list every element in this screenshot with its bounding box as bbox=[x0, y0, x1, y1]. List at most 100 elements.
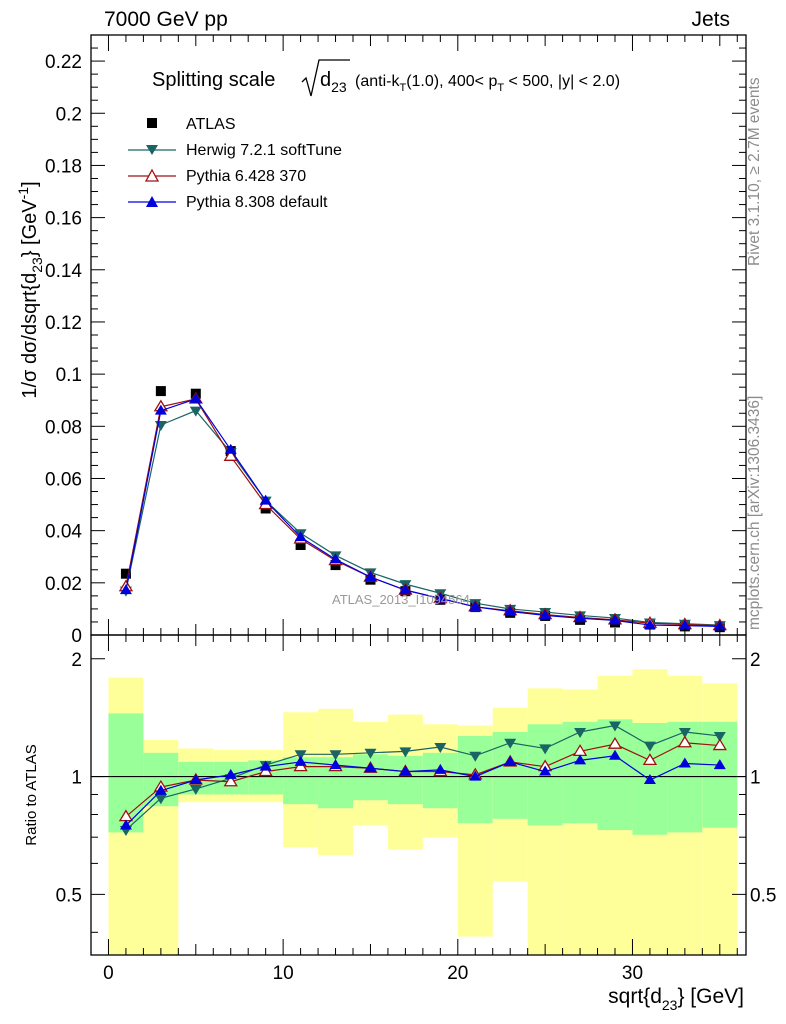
ratio-point-herwig-7-2-1-softtune bbox=[609, 721, 621, 732]
ratio-point-herwig-7-2-1-softtune bbox=[294, 750, 307, 761]
legend-entry-atlas: ATLAS bbox=[147, 116, 236, 133]
band-inner-bin bbox=[422, 752, 458, 809]
ratio-point-herwig-7-2-1-softtune bbox=[189, 784, 202, 795]
analysis-watermark: ATLAS_2013_I1094564 bbox=[332, 592, 470, 607]
main-point-pythia-8-308-default bbox=[259, 494, 272, 505]
legend-marker-herwig bbox=[146, 145, 158, 155]
x-tick-label: 10 bbox=[273, 963, 294, 984]
ratio-point-pythia-8-308-default bbox=[364, 762, 377, 773]
ratio-point-herwig-7-2-1-softtune bbox=[643, 741, 656, 752]
ratio-point-pythia-8-308-default bbox=[643, 773, 656, 784]
chart-title-cuts: (anti-kT(1.0), 400< pT < 500, |y| < 2.0) bbox=[355, 73, 620, 94]
sqrt-sign bbox=[301, 59, 350, 97]
ratio-y-tick-label-left: 2 bbox=[71, 650, 82, 671]
x-tick-label: 30 bbox=[622, 963, 643, 984]
legend-label-pythia8: Pythia 8.308 default bbox=[186, 194, 328, 211]
ratio-point-pythia-8-308-default bbox=[434, 763, 447, 774]
main-line-herwig-7-2-1-softtune bbox=[125, 409, 720, 626]
ratio-point-pythia-6-428-370 bbox=[607, 736, 623, 749]
main-y-tick-label: 0.04 bbox=[45, 522, 82, 543]
main-y-tick-label: 0.02 bbox=[45, 574, 82, 595]
legend-marker-pythia6 bbox=[144, 168, 160, 182]
chart-title-observable: d23 bbox=[320, 69, 347, 95]
main-y-tick-label: 0.22 bbox=[45, 52, 82, 73]
ratio-point-herwig-7-2-1-softtune bbox=[713, 731, 726, 742]
main-point-pythia-8-308-default bbox=[609, 614, 621, 625]
legend-label-atlas: ATLAS bbox=[186, 116, 236, 133]
main-point-pythia-8-308-default bbox=[329, 553, 342, 564]
ratio-point-pythia-8-308-default bbox=[189, 773, 202, 784]
main-point-pythia-8-308-default bbox=[399, 584, 412, 595]
ratio-point-pythia-8-308-default bbox=[574, 754, 587, 765]
band-inner-bin bbox=[562, 721, 598, 824]
chart-title: Splitting scale bbox=[152, 69, 275, 91]
legend: ATLAS Herwig 7.2.1 softTune Pythia 6.428… bbox=[128, 116, 342, 211]
main-point-pythia-8-308-default bbox=[643, 619, 656, 630]
main-point-pythia-6-428-370 bbox=[223, 449, 238, 461]
ratio-point-pythia-8-308-default bbox=[224, 768, 237, 779]
ratio-line-herwig-7-2-1-softtune bbox=[125, 724, 720, 831]
ratio-point-pythia-8-308-default bbox=[539, 765, 552, 776]
legend-marker-atlas bbox=[147, 118, 157, 128]
main-point-pythia-8-308-default bbox=[574, 612, 587, 623]
main-y-tick-label: 0.1 bbox=[56, 365, 82, 386]
series-layer bbox=[118, 386, 727, 837]
legend-label-pythia6: Pythia 6.428 370 bbox=[186, 168, 306, 185]
main-point-pythia-8-308-default bbox=[224, 443, 237, 454]
legend-marker-pythia8 bbox=[146, 196, 158, 207]
legend-label-herwig: Herwig 7.2.1 softTune bbox=[186, 142, 342, 159]
ratio-point-pythia-8-308-default bbox=[259, 760, 272, 771]
x-axis-label: sqrt{d23} [GeV] bbox=[608, 985, 744, 1013]
ratio-point-herwig-7-2-1-softtune bbox=[154, 794, 167, 805]
main-point-pythia-8-308-default bbox=[504, 605, 517, 616]
ratio-point-pythia-6-428-370 bbox=[712, 738, 727, 751]
main-y-tick-label: 0.2 bbox=[56, 104, 82, 125]
ratio-point-herwig-7-2-1-softtune bbox=[539, 744, 552, 755]
main-point-pythia-8-308-default bbox=[189, 392, 202, 403]
band-inner-bin bbox=[387, 755, 423, 805]
x-tick-label: 20 bbox=[447, 963, 468, 984]
ratio-point-pythia-8-308-default bbox=[609, 749, 621, 760]
main-point-pythia-8-308-default bbox=[119, 584, 132, 595]
ratio-point-herwig-7-2-1-softtune bbox=[434, 743, 447, 753]
ratio-y-tick-label-left: 0.5 bbox=[56, 885, 82, 906]
main-point-pythia-8-308-default bbox=[364, 571, 377, 582]
main-point-pythia-8-308-default bbox=[434, 592, 447, 603]
main-y-tick-label: 0.12 bbox=[45, 313, 82, 334]
ratio-point-pythia-8-308-default bbox=[504, 755, 517, 766]
ratio-point-pythia-6-428-370 bbox=[677, 735, 693, 748]
energy-label: 7000 GeV pp bbox=[104, 8, 228, 31]
main-y-tick-label: 0.16 bbox=[45, 209, 82, 230]
main-y-tick-label: 0.06 bbox=[45, 469, 82, 490]
legend-entry-pythia6: Pythia 6.428 370 bbox=[128, 168, 306, 185]
ratio-y-tick-label-right: 2 bbox=[750, 650, 761, 671]
ratio-point-pythia-8-308-default bbox=[469, 770, 482, 781]
ratio-point-pythia-8-308-default bbox=[154, 784, 167, 795]
main-point-atlas bbox=[295, 540, 306, 550]
ratio-y-tick-label-left: 1 bbox=[71, 768, 82, 789]
ratio-point-herwig-7-2-1-softtune bbox=[574, 727, 587, 738]
main-y-tick-label: 0.18 bbox=[45, 156, 82, 177]
ratio-line-pythia-8-308-default bbox=[125, 755, 720, 826]
main-point-pythia-8-308-default bbox=[678, 619, 691, 630]
main-line-pythia-8-308-default bbox=[125, 398, 720, 627]
ratio-point-pythia-8-308-default bbox=[678, 757, 691, 768]
main-point-pythia-8-308-default bbox=[294, 531, 307, 542]
main-y-tick-label: 0.08 bbox=[45, 417, 82, 438]
ratio-point-herwig-7-2-1-softtune bbox=[678, 727, 691, 738]
main-point-pythia-8-308-default bbox=[469, 600, 482, 611]
legend-entry-pythia8: Pythia 8.308 default bbox=[128, 194, 328, 211]
ratio-point-herwig-7-2-1-softtune bbox=[469, 751, 482, 762]
main-point-atlas bbox=[155, 386, 166, 397]
main-point-atlas bbox=[120, 568, 131, 579]
ratio-point-pythia-8-308-default bbox=[294, 755, 307, 766]
main-y-tick-label: 0 bbox=[71, 626, 82, 647]
ratio-point-pythia-6-428-370 bbox=[642, 753, 658, 766]
ratio-plot-frame bbox=[90, 634, 747, 956]
ratio-point-herwig-7-2-1-softtune bbox=[364, 748, 377, 759]
ratio-point-herwig-7-2-1-softtune bbox=[329, 750, 342, 761]
main-y-axis-label: 1/σ dσ/dsqrt{d23} [GeV-1] bbox=[15, 181, 45, 398]
ratio-y-axis-label: Ratio to ATLAS bbox=[23, 744, 40, 845]
main-point-herwig-7-2-1-softtune bbox=[189, 406, 202, 417]
ratio-point-pythia-6-428-370 bbox=[223, 774, 238, 787]
